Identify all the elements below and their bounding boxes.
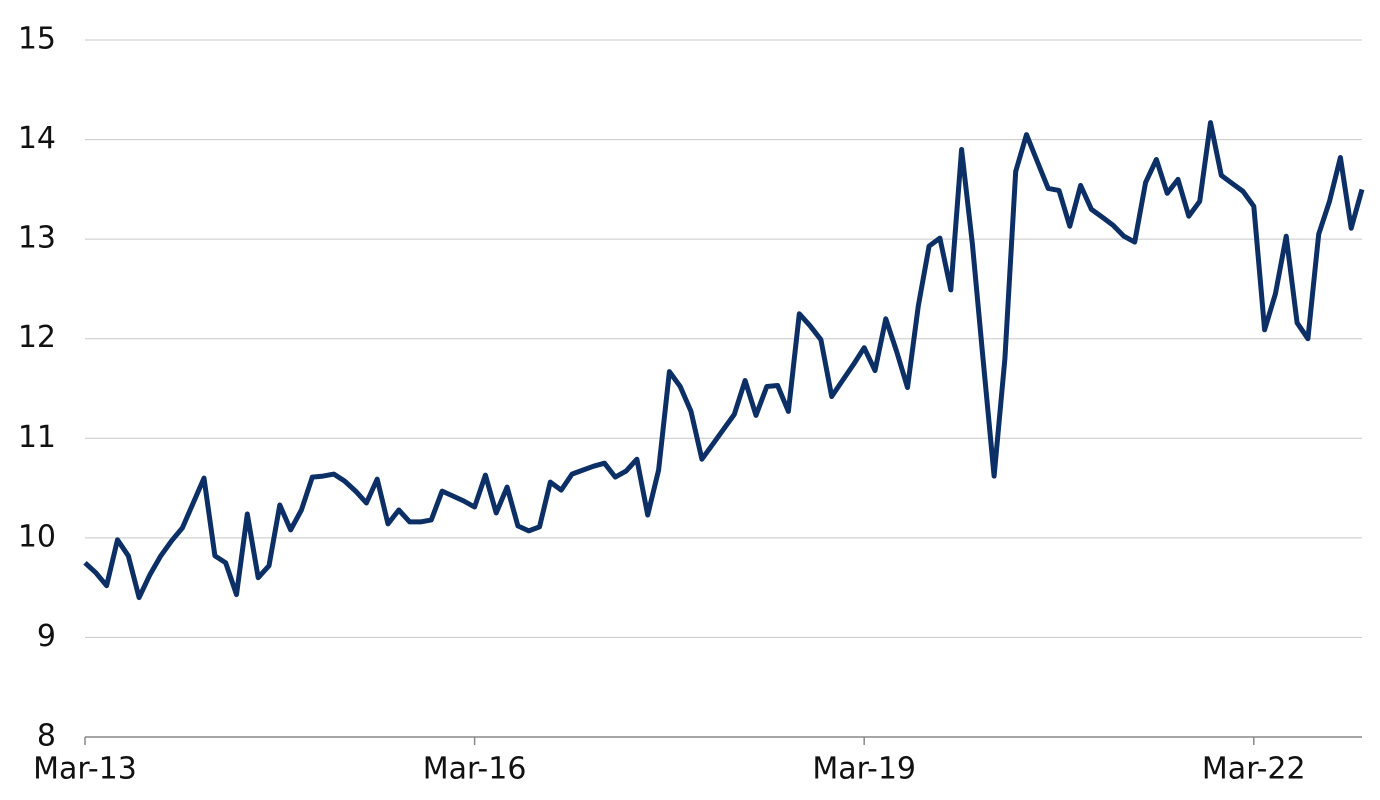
x-tick-label: Mar-22	[1202, 752, 1306, 787]
y-tick-label: 10	[18, 519, 56, 554]
y-tick-label: 9	[37, 619, 56, 654]
data-line	[83, 120, 1365, 601]
y-tick-label: 8	[37, 719, 56, 754]
y-tick-label: 13	[18, 221, 56, 256]
y-tick-label: 12	[18, 320, 56, 355]
y-tick-label: 11	[18, 420, 56, 455]
x-tick-label: Mar-19	[812, 752, 916, 787]
y-tick-label: 15	[18, 22, 56, 57]
x-tick-label: Mar-16	[423, 752, 527, 787]
y-tick-label: 14	[18, 121, 56, 156]
x-tick-label: Mar-13	[33, 752, 137, 787]
